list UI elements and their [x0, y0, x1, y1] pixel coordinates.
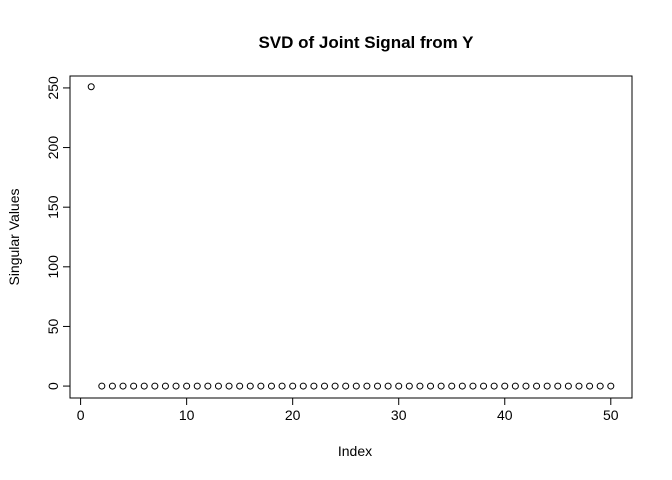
data-point	[480, 382, 488, 390]
data-point	[257, 382, 265, 390]
data-point	[98, 382, 106, 390]
data-point	[246, 382, 254, 390]
x-tick-label: 10	[179, 407, 195, 423]
data-point	[225, 382, 233, 390]
data-point	[363, 382, 371, 390]
x-tick-label: 50	[603, 407, 619, 423]
data-point	[236, 382, 244, 390]
data-point	[405, 382, 413, 390]
y-tick-label: 50	[45, 318, 61, 334]
data-point	[214, 382, 222, 390]
data-point	[501, 382, 509, 390]
data-point	[310, 382, 318, 390]
data-point	[151, 382, 159, 390]
data-point	[448, 382, 456, 390]
data-point	[522, 382, 530, 390]
data-point	[437, 382, 445, 390]
y-axis: 0 50 100 150 200 250	[45, 76, 71, 390]
data-point	[607, 382, 615, 390]
x-axis: 0 10 20 30 40 50	[77, 397, 619, 423]
chart-title: SVD of Joint Signal from Y	[258, 33, 474, 52]
data-point	[374, 382, 382, 390]
data-point	[289, 382, 297, 390]
data-point	[267, 382, 275, 390]
data-point	[278, 382, 286, 390]
data-point	[543, 382, 551, 390]
data-point	[108, 382, 116, 390]
data-point	[331, 382, 339, 390]
data-point	[416, 382, 424, 390]
data-point	[511, 382, 519, 390]
data-point	[395, 382, 403, 390]
x-axis-label: Index	[338, 443, 372, 459]
y-tick-label: 200	[45, 136, 61, 160]
data-point	[596, 382, 604, 390]
data-point	[575, 382, 583, 390]
data-points	[87, 83, 615, 390]
data-point	[533, 382, 541, 390]
data-point	[564, 382, 572, 390]
y-tick-label: 100	[45, 255, 61, 279]
data-point	[119, 382, 127, 390]
x-tick-label: 20	[285, 407, 301, 423]
data-point	[204, 382, 212, 390]
y-tick-label: 0	[45, 382, 61, 390]
data-point	[458, 382, 466, 390]
data-point	[320, 382, 328, 390]
data-point	[352, 382, 360, 390]
data-point	[172, 382, 180, 390]
data-point	[586, 382, 594, 390]
data-point	[342, 382, 350, 390]
x-tick-label: 30	[391, 407, 407, 423]
y-axis-label: Singular Values	[6, 188, 22, 285]
data-point	[469, 382, 477, 390]
y-tick-label: 150	[45, 195, 61, 219]
data-point	[161, 382, 169, 390]
data-point	[384, 382, 392, 390]
x-tick-label: 40	[497, 407, 513, 423]
data-point	[183, 382, 191, 390]
data-point	[554, 382, 562, 390]
data-point	[130, 382, 138, 390]
data-point	[140, 382, 148, 390]
data-point	[87, 83, 95, 91]
data-point	[427, 382, 435, 390]
y-tick-label: 250	[45, 76, 61, 100]
data-point	[299, 382, 307, 390]
x-tick-label: 0	[77, 407, 85, 423]
data-point	[490, 382, 498, 390]
plot-frame	[69, 75, 633, 399]
data-point	[193, 382, 201, 390]
